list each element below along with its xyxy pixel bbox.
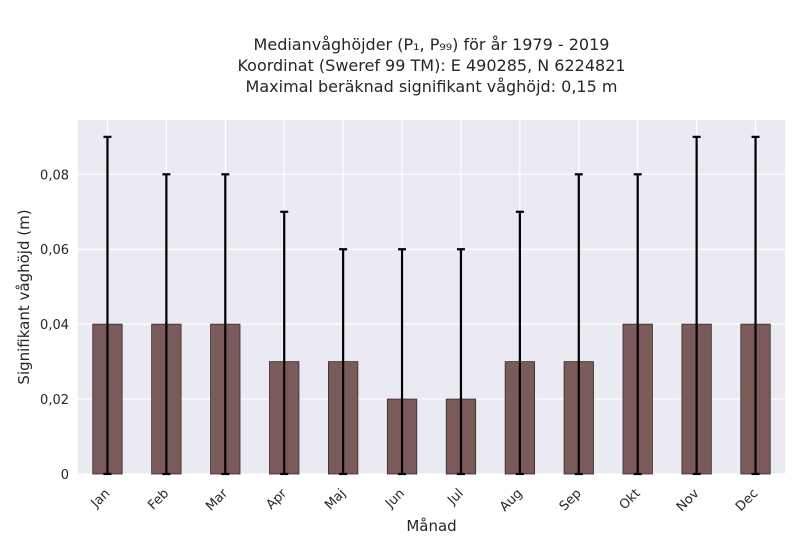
plot-area xyxy=(78,120,785,474)
x-tick-label: Feb xyxy=(145,486,172,513)
x-tick-label: Sep xyxy=(557,486,585,514)
x-tick-label: Jul xyxy=(444,486,466,508)
title-line-1: Medianvåghöjder (P₁, P₉₉) för år 1979 - … xyxy=(253,35,610,54)
y-tick-label: 0,02 xyxy=(40,393,69,408)
chart-title: Medianvåghöjder (P₁, P₉₉) för år 1979 - … xyxy=(78,34,785,97)
x-tick-label: Apr xyxy=(264,486,291,513)
y-axis-label: Signifikant våghöjd (m) xyxy=(15,209,33,384)
x-tick-label: Okt xyxy=(617,486,644,513)
y-tick-label: 0,04 xyxy=(40,318,69,333)
x-axis-label: Månad xyxy=(406,517,456,535)
x-tick-label: Dec xyxy=(733,486,761,514)
x-tick-label: Jun xyxy=(382,486,408,512)
title-line-3: Maximal beräknad signifikant våghöjd: 0,… xyxy=(245,77,618,96)
x-tick-label: Jan xyxy=(88,486,113,511)
y-tick-label: 0,06 xyxy=(40,243,69,258)
x-tick-label: Mar xyxy=(203,486,231,514)
x-tick-label: Aug xyxy=(497,486,526,515)
title-line-2: Koordinat (Sweref 99 TM): E 490285, N 62… xyxy=(237,56,626,75)
x-tick-label: Maj xyxy=(322,486,349,513)
y-tick-label: 0 xyxy=(61,468,69,483)
y-tick-label: 0,08 xyxy=(40,168,69,183)
x-tick-label: Nov xyxy=(674,486,703,515)
